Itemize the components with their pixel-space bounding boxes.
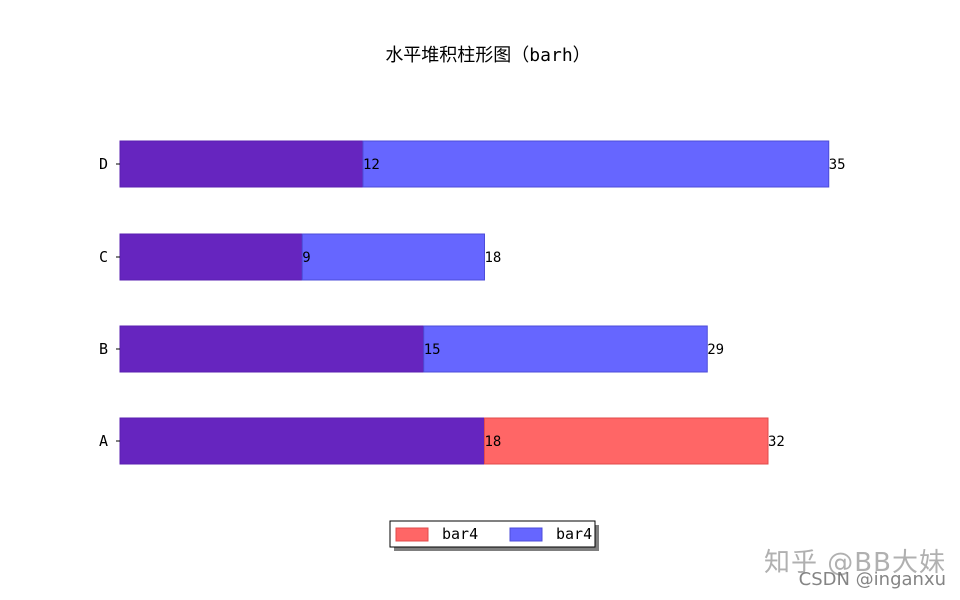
watermark-csdn: CSDN @inganxu	[798, 569, 946, 590]
data-label-total-d: 35	[829, 157, 846, 173]
y-tick-label-b: B	[99, 340, 108, 358]
legend-label-1: bar4	[442, 525, 478, 543]
y-tick-label-d: D	[99, 155, 108, 173]
y-tick-label-c: C	[99, 248, 108, 266]
y-tick-label-a: A	[99, 432, 108, 450]
legend-label-2: bar4	[556, 525, 592, 543]
bar-a-segment-2	[484, 417, 769, 465]
data-label-inner-c: 9	[302, 250, 310, 266]
data-label-total-c: 18	[485, 250, 502, 266]
data-label-inner-a: 18	[485, 434, 502, 450]
legend-swatch-1	[395, 527, 429, 542]
bar-d-segment-2	[362, 140, 830, 188]
bar-b-segment-1	[119, 325, 425, 373]
data-label-inner-d: 12	[363, 157, 380, 173]
legend: bar4 bar4	[389, 520, 599, 551]
chart-title: 水平堆积柱形图（barh）	[385, 45, 590, 66]
bar-c-segment-2	[301, 233, 485, 281]
bar-b-segment-2	[423, 325, 708, 373]
plot-area: A 18 32 B 15 29 C 9 18 D 12 35	[99, 140, 846, 465]
bar-d-segment-1	[119, 140, 364, 188]
legend-box	[389, 520, 596, 548]
watermark-zhihu: 知乎 @BB大妹	[764, 548, 946, 578]
bar-c-segment-1	[119, 233, 303, 281]
data-label-total-b: 29	[707, 342, 724, 358]
bar-a-segment-1	[119, 417, 485, 465]
legend-swatch-2	[509, 527, 543, 542]
data-label-inner-b: 15	[424, 342, 441, 358]
watermark: 知乎 @BB大妹 CSDN @inganxu	[764, 548, 946, 590]
data-label-total-a: 32	[768, 434, 785, 450]
